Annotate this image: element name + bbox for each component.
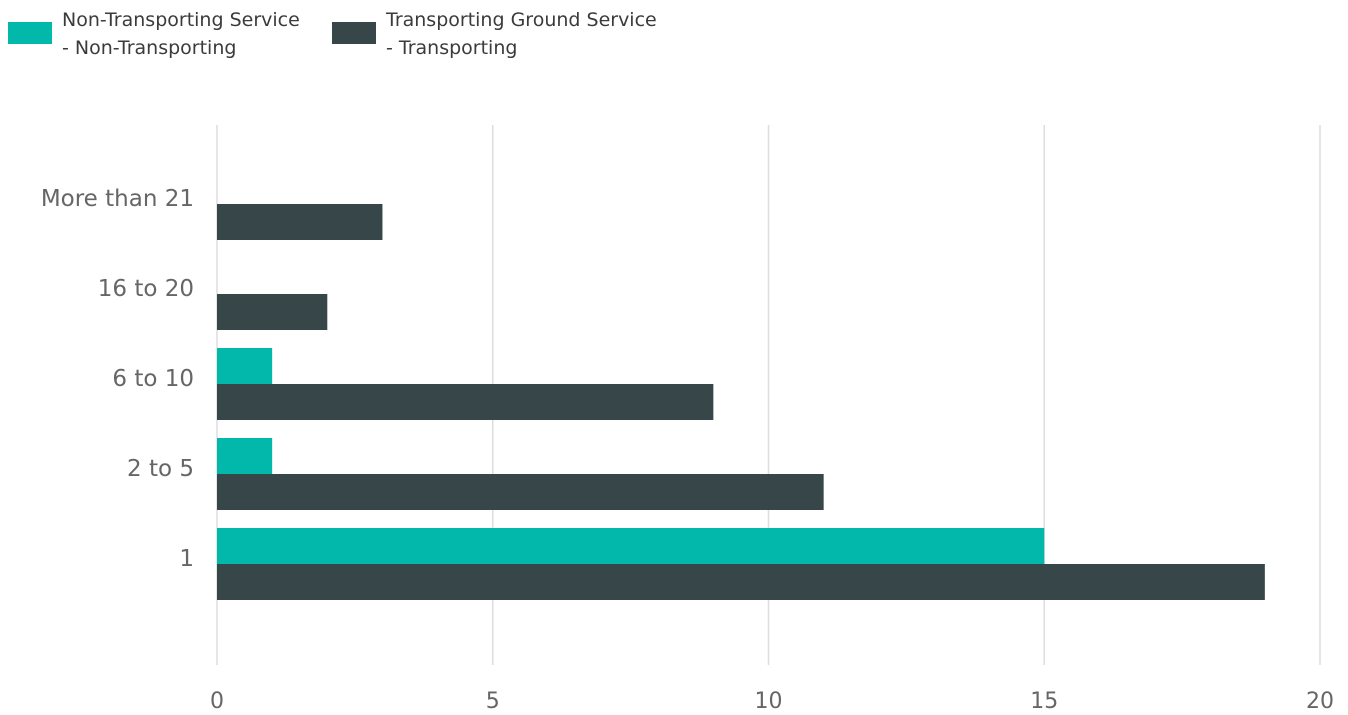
x-tick-label-0: 0	[210, 689, 224, 714]
legend-label-transporting-line1: Transporting Ground Service	[385, 9, 657, 31]
category-label-2-to-5: 2 to 5	[127, 456, 194, 482]
legend-swatch-non-transporting	[8, 22, 52, 44]
x-tick-label-15: 15	[1030, 689, 1058, 714]
bar-more-than-21-series-2[interactable]	[217, 204, 383, 240]
bar-2-to-5-series-2[interactable]	[217, 474, 824, 510]
x-tick-label-10: 10	[755, 689, 783, 714]
bar-6-to-10-series-1[interactable]	[217, 348, 273, 384]
legend: Non-Transporting Service - Non-Transport…	[8, 9, 657, 59]
legend-item-non-transporting[interactable]: Non-Transporting Service - Non-Transport…	[8, 9, 300, 59]
category-axis: More than 21 16 to 20 6 to 10 2 to 5 1	[41, 186, 194, 572]
bar-2-to-5-series-1[interactable]	[217, 438, 273, 474]
bar-1-series-1[interactable]	[217, 528, 1045, 564]
legend-label-non-transporting-line1: Non-Transporting Service	[62, 9, 300, 31]
x-tick-label-5: 5	[486, 689, 500, 714]
legend-item-transporting[interactable]: Transporting Ground Service - Transporti…	[332, 9, 657, 59]
category-label-more-than-21: More than 21	[41, 186, 194, 212]
category-label-6-to-10: 6 to 10	[112, 366, 194, 392]
value-axis: 0 5 10 15 20	[210, 689, 1334, 714]
bar-16-to-20-series-2[interactable]	[217, 294, 328, 330]
legend-label-non-transporting-line2: - Non-Transporting	[62, 37, 236, 59]
category-label-16-to-20: 16 to 20	[98, 276, 194, 302]
bar-1-series-2[interactable]	[217, 564, 1265, 600]
bar-6-to-10-series-2[interactable]	[217, 384, 714, 420]
legend-swatch-transporting	[332, 22, 376, 44]
bars	[217, 204, 1265, 600]
legend-label-transporting-line2: - Transporting	[386, 37, 517, 59]
category-label-1: 1	[179, 546, 194, 572]
x-tick-label-20: 20	[1306, 689, 1334, 714]
